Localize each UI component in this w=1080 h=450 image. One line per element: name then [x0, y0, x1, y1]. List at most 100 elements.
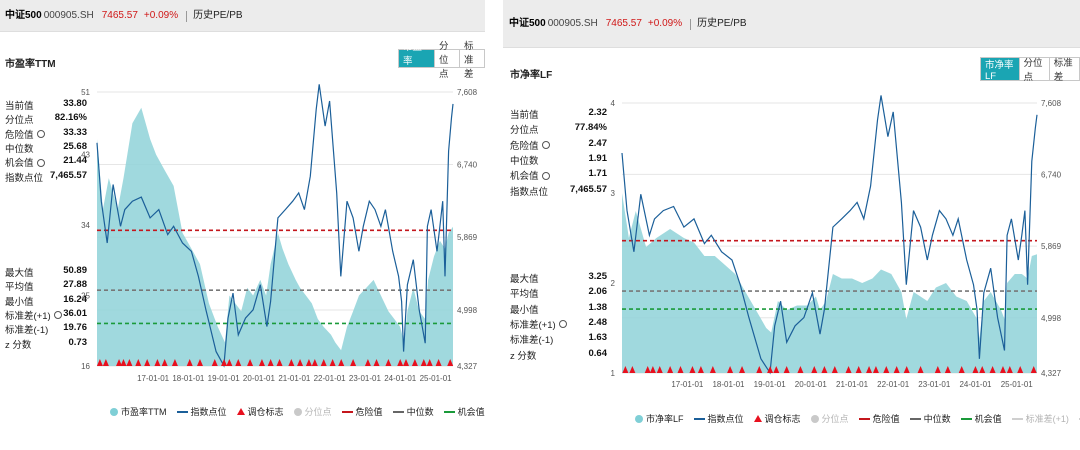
info-icon[interactable]: [36, 130, 45, 139]
legend-item[interactable]: 机会值: [960, 412, 1002, 425]
stat-label-wrap: 最大值: [5, 265, 34, 279]
legend-swatch-icon: [293, 407, 302, 416]
legend-item[interactable]: 机会值: [443, 405, 485, 418]
legend-item[interactable]: 分位点: [293, 405, 332, 418]
legend-item[interactable]: 危险值: [858, 412, 900, 425]
stats-current: 当前值 2.32 分位点 77.84% 危险值 2.47 中位数 1.91 机会值 1.71 指数点…: [510, 107, 607, 199]
info-icon[interactable]: [558, 320, 567, 329]
index-price: 7465.57: [605, 18, 642, 29]
legend-item[interactable]: 市净率LF: [635, 412, 684, 425]
index-header: 中证500 000905.SH 7465.57 +0.09% 历史PE/PB: [0, 0, 485, 32]
legend-label: 危险值: [355, 407, 383, 417]
stat-label: 中位数: [510, 155, 539, 167]
stat-label-wrap: z 分数: [5, 337, 31, 351]
legend-item[interactable]: 危险值: [341, 405, 383, 418]
rebalance-marker: [102, 359, 109, 366]
right-axis-tick: 6,740: [457, 160, 478, 169]
stat-label: 分位点: [510, 125, 539, 137]
stat-value: 2.06: [588, 286, 608, 298]
stat-label-wrap: 机会值: [5, 155, 45, 169]
stat-label: z 分数: [510, 350, 537, 362]
legend-label: 中位数: [923, 414, 951, 424]
legend-swatch-icon: [960, 417, 972, 420]
stat-row: 分位点 77.84%: [510, 122, 607, 136]
stat-label-wrap: 标准差(-1): [5, 322, 48, 336]
rebalance-marker: [196, 359, 203, 366]
left-axis-tick: 4: [611, 99, 616, 108]
rebalance-marker: [350, 359, 357, 366]
stat-label: 最大值: [510, 274, 539, 285]
legend-item[interactable]: 指数点位: [693, 412, 744, 425]
legend-label: 指数点位: [190, 407, 227, 417]
stat-value: 7,465.57: [50, 169, 87, 181]
x-axis-tick: 20-01-01: [243, 374, 276, 383]
legend-item[interactable]: 市盈率TTM: [110, 405, 167, 418]
right-axis-tick: 4,327: [1041, 369, 1062, 378]
rebalance-marker: [903, 366, 910, 373]
left-axis-tick: 34: [81, 221, 90, 230]
right-axis-tick: 6,740: [1041, 170, 1062, 179]
stat-label: 平均值: [510, 289, 539, 301]
legend-item[interactable]: 标准差(+1): [1011, 412, 1069, 425]
view-tabs: 市净率LF 分位点 标准差: [980, 57, 1080, 83]
stat-value: 16.24: [63, 293, 87, 305]
stat-value: 25.68: [63, 140, 87, 152]
legend-item[interactable]: 调仓标志: [236, 405, 284, 418]
legend-item[interactable]: 中位数: [909, 412, 951, 425]
legend-item[interactable]: 指数点位: [176, 405, 227, 418]
stat-label: 当前值: [510, 110, 539, 121]
info-icon[interactable]: [36, 158, 45, 167]
stat-row: 机会值 21.44: [5, 155, 87, 169]
legend-item[interactable]: 调仓标志: [753, 412, 801, 425]
legend-swatch-icon: [810, 414, 819, 423]
stat-row: 标准差(-1) 1.63: [510, 332, 607, 346]
legend-item[interactable]: 中位数: [392, 405, 434, 418]
rebalance-marker: [709, 366, 716, 373]
legend-item[interactable]: 平均值: [1078, 412, 1080, 425]
stat-value: 50.89: [63, 265, 87, 276]
history-link[interactable]: 历史PE/PB: [697, 18, 747, 29]
x-axis-tick: 25-01-01: [1001, 380, 1034, 389]
rebalance-marker: [171, 359, 178, 366]
rebalance-marker: [186, 359, 193, 366]
stat-label-wrap: 最小值: [5, 294, 34, 308]
rebalance-marker: [1017, 366, 1024, 373]
rebalance-marker: [866, 366, 873, 373]
tab-metric[interactable]: 市净率LF: [981, 58, 1019, 82]
info-icon[interactable]: [541, 141, 550, 150]
x-axis-tick: 17-01-01: [671, 380, 704, 389]
stat-row: z 分数 0.64: [510, 348, 607, 362]
stat-row: 当前值 2.32: [510, 107, 607, 121]
info-icon[interactable]: [53, 311, 62, 320]
rebalance-marker: [999, 366, 1006, 373]
rebalance-marker: [116, 359, 123, 366]
right-axis-tick: 4,327: [457, 362, 478, 371]
stat-value: 1.91: [588, 152, 608, 164]
x-axis-tick: 21-01-01: [836, 380, 869, 389]
legend-label: 机会值: [974, 414, 1002, 424]
legend-label: 市净率LF: [646, 414, 684, 424]
legend-item[interactable]: 分位点: [810, 412, 849, 425]
stat-label: 标准差(+1): [510, 319, 556, 331]
stat-label: 指数点位: [510, 186, 549, 198]
tab-percentile[interactable]: 分位点: [1018, 58, 1049, 83]
legend-swatch-icon: [443, 410, 455, 413]
stat-label-wrap: 标准差(+1): [510, 317, 567, 331]
stat-row: 中位数 1.91: [510, 153, 607, 167]
stat-value: 36.01: [63, 307, 87, 319]
rebalance-marker: [235, 359, 242, 366]
index-header: 中证500 000905.SH 7465.57 +0.09% 历史PE/PB: [503, 0, 1080, 48]
legend-swatch-icon: [176, 410, 188, 413]
valuation-area: [97, 107, 453, 366]
legend-swatch-icon: [110, 407, 118, 416]
stat-row: 指数点位 7,465.57: [510, 184, 607, 198]
history-link[interactable]: 历史PE/PB: [193, 10, 243, 21]
rebalance-marker: [435, 359, 442, 366]
tab-std-dev[interactable]: 标准差: [1048, 58, 1079, 83]
stat-row: 最小值 1.38: [510, 302, 607, 316]
index-line: [96, 84, 454, 368]
stat-value: 21.44: [63, 155, 87, 167]
info-icon[interactable]: [541, 171, 550, 180]
stat-value: 33.80: [63, 98, 87, 109]
stat-row: z 分数 0.73: [5, 337, 87, 351]
